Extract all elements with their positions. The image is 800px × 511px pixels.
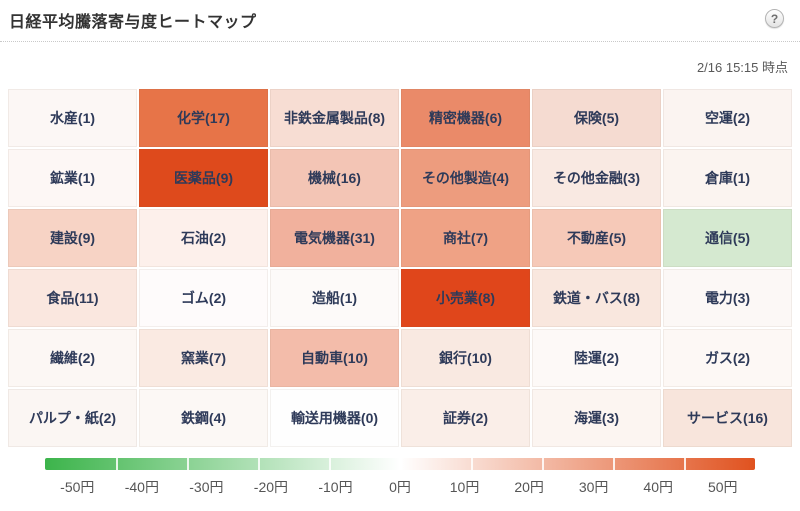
heatmap-cell-不動産[interactable]: 不動産(5) [532,209,661,267]
heatmap-cell-食品[interactable]: 食品(11) [8,269,137,327]
page-title: 日経平均騰落寄与度ヒートマップ [9,14,257,31]
heatmap-cell-繊維[interactable]: 繊維(2) [8,329,137,387]
heatmap-cell-空運[interactable]: 空運(2) [663,89,792,147]
legend-tick-label: 30円 [578,479,609,495]
legend-tick-label: 50円 [707,479,738,495]
heatmap-cell-自動車[interactable]: 自動車(10) [270,329,399,387]
title-bar: 日経平均騰落寄与度ヒートマップ ? [0,0,800,42]
heatmap-cell-ガス[interactable]: ガス(2) [663,329,792,387]
legend-gradient-bar [45,458,755,470]
heatmap-cell-鉱業[interactable]: 鉱業(1) [8,149,137,207]
heatmap-cell-窯業[interactable]: 窯業(7) [139,329,268,387]
heatmap-cell-鉄鋼[interactable]: 鉄鋼(4) [139,389,268,447]
heatmap-cell-化学[interactable]: 化学(17) [139,89,268,147]
legend-tick [116,458,118,470]
legend-tick [542,458,544,470]
heatmap-cell-通信[interactable]: 通信(5) [663,209,792,267]
heatmap-cell-証券[interactable]: 証券(2) [401,389,530,447]
heatmap-cell-医薬品[interactable]: 医薬品(9) [139,149,268,207]
timestamp: 2/16 15:15 時点 [696,60,788,75]
heatmap-grid: 水産(1) 化学(17) 非鉄金属製品(8) 精密機器(6) 保険(5) 空運(2) 鉱業(… [8,89,792,447]
help-icon[interactable]: ? [765,9,784,28]
heatmap-cell-倉庫[interactable]: 倉庫(1) [663,149,792,207]
heatmap-cell-銀行[interactable]: 銀行(10) [401,329,530,387]
heatmap-cell-鉄道・バス[interactable]: 鉄道・バス(8) [532,269,661,327]
heatmap-cell-石油[interactable]: 石油(2) [139,209,268,267]
heatmap-cell-小売業[interactable]: 小売業(8) [401,269,530,327]
heatmap-cell-電気機器[interactable]: 電気機器(31) [270,209,399,267]
legend-tick-label: 10円 [449,479,480,495]
heatmap-cell-陸運[interactable]: 陸運(2) [532,329,661,387]
heatmap-cell-サービス[interactable]: サービス(16) [663,389,792,447]
heatmap-cell-その他製造[interactable]: その他製造(4) [401,149,530,207]
legend-tick-labels: -50円 -40円 -30円 -20円 -10円 0円 10円 20円 30円 40円 50円 [45,477,755,497]
heatmap-cell-輸送用機器[interactable]: 輸送用機器(0) [270,389,399,447]
heatmap-cell-商社[interactable]: 商社(7) [401,209,530,267]
legend-tick-label: -20円 [253,479,289,495]
heatmap-cell-造船[interactable]: 造船(1) [270,269,399,327]
legend-tick [613,458,615,470]
legend-tick-label: -50円 [60,479,95,495]
legend-tick [471,458,473,470]
heatmap-cell-機械[interactable]: 機械(16) [270,149,399,207]
legend-tick [684,458,686,470]
legend-tick-label: 40円 [643,479,673,495]
legend-tick-label: 0円 [389,479,411,495]
legend-tick [258,458,260,470]
legend: -50円 -40円 -30円 -20円 -10円 0円 10円 20円 30円 40円 50円 [45,458,755,497]
legend-tick-label: -40円 [124,479,159,495]
legend-tick [187,458,189,470]
legend-tick-label: 20円 [514,479,544,495]
heatmap-cell-保険[interactable]: 保険(5) [532,89,661,147]
legend-tick [400,458,402,470]
heatmap-cell-その他金融[interactable]: その他金融(3) [532,149,661,207]
legend-tick-label: -30円 [189,479,224,495]
heatmap-cell-精密機器[interactable]: 精密機器(6) [401,89,530,147]
legend-tick-label: -10円 [318,479,353,495]
legend-tick [329,458,331,470]
heatmap-cell-水産[interactable]: 水産(1) [8,89,137,147]
heatmap-cell-ゴム[interactable]: ゴム(2) [139,269,268,327]
heatmap-cell-建設[interactable]: 建設(9) [8,209,137,267]
heatmap-cell-電力[interactable]: 電力(3) [663,269,792,327]
heatmap-cell-非鉄金属製品[interactable]: 非鉄金属製品(8) [270,89,399,147]
heatmap-cell-パルプ・紙[interactable]: パルプ・紙(2) [8,389,137,447]
heatmap-cell-海運[interactable]: 海運(3) [532,389,661,447]
